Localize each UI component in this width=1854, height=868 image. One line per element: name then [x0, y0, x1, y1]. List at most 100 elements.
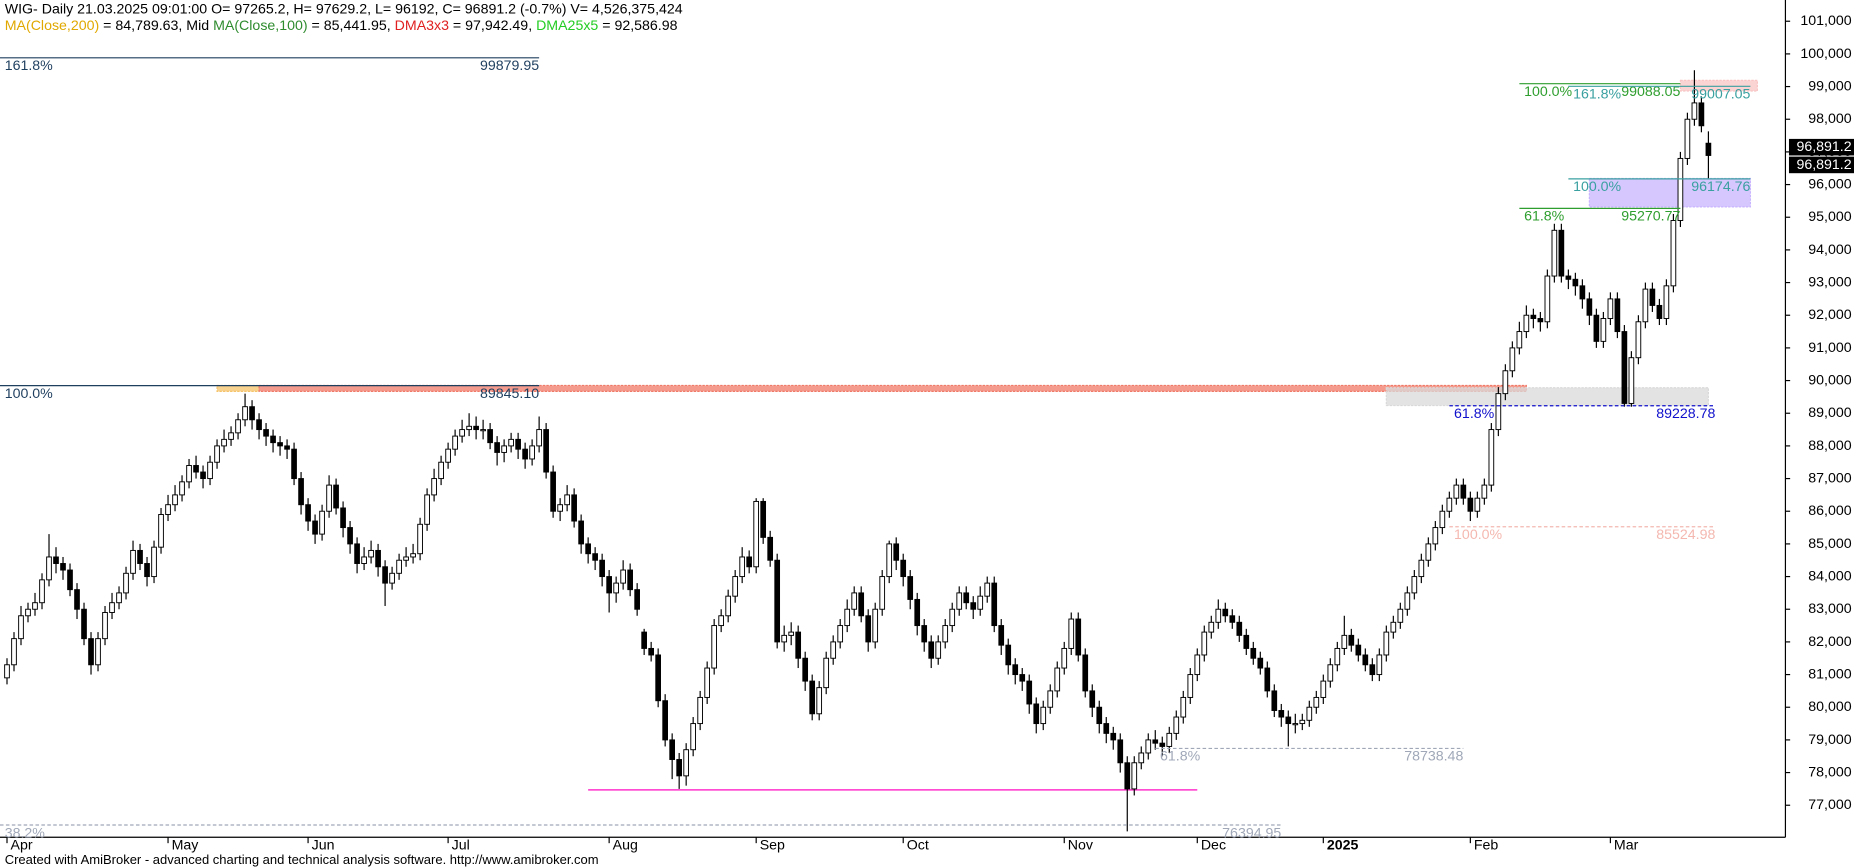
- candle-body: [32, 602, 38, 610]
- candle-body: [865, 615, 872, 643]
- candle-body: [480, 429, 486, 432]
- fib-value: 85524.98: [1656, 527, 1715, 543]
- fib-percent: 161.8%: [1573, 87, 1621, 103]
- y-tick-label: 99,000: [1808, 79, 1851, 95]
- fib-value: 89845.10: [480, 386, 539, 402]
- candle-body: [1159, 742, 1166, 747]
- candle-body: [662, 700, 668, 741]
- candle-body: [767, 536, 774, 561]
- candle-body: [382, 566, 388, 584]
- candle-body: [1313, 696, 1320, 708]
- candle-body: [1096, 706, 1103, 725]
- candle-body: [697, 696, 704, 725]
- candle-body: [732, 576, 739, 597]
- price-tag-label: 96,891.2: [1796, 157, 1851, 173]
- x-tick-label: Oct: [907, 838, 929, 854]
- candle-body: [508, 438, 514, 447]
- candle-body: [1481, 484, 1488, 499]
- fib-value: 96174.76: [1691, 179, 1750, 195]
- candle-body: [725, 595, 732, 617]
- candle-body: [473, 425, 479, 431]
- fib-percent: 61.8%: [1160, 749, 1201, 765]
- candle-body: [403, 556, 409, 561]
- candle-body: [942, 625, 949, 643]
- chart-title: WIG- Daily 21.03.2025 09:01:00 O= 97265.…: [5, 1, 683, 17]
- candle-body: [1040, 706, 1047, 725]
- candle-body: [1516, 331, 1523, 349]
- candle-body: [25, 608, 31, 617]
- y-tick-label: 80,000: [1808, 699, 1851, 715]
- candle-body: [564, 494, 570, 506]
- fib-value: 89228.78: [1656, 406, 1715, 422]
- candle-body: [1705, 142, 1712, 156]
- price-tag: [1788, 138, 1854, 156]
- indicator-value: = 97,942.49,: [449, 18, 536, 34]
- candle-body: [991, 582, 998, 627]
- candle-body: [158, 514, 164, 548]
- fib-percent: 61.8%: [1454, 406, 1495, 422]
- candle-body: [1327, 664, 1334, 682]
- candle-body: [844, 608, 851, 627]
- y-tick-label: 93,000: [1808, 275, 1851, 291]
- candle-body: [1565, 275, 1572, 280]
- candle-body: [1131, 762, 1138, 790]
- levels: 161.8% 99879.95 100.0% 89845.10 100.0% 99088.…: [0, 57, 1751, 841]
- y-tick-label: 87,000: [1808, 471, 1851, 487]
- y-tick-label: 86,000: [1808, 503, 1851, 519]
- candle-body: [1579, 285, 1586, 300]
- candle-body: [704, 667, 711, 698]
- y-tick-label: 83,000: [1808, 601, 1851, 617]
- candle-body: [312, 520, 318, 535]
- candle-body: [1502, 370, 1509, 395]
- candle-body: [935, 641, 942, 659]
- indicator-value: = 84,789.63,: [99, 18, 186, 34]
- candle-body: [620, 569, 626, 584]
- candle-body: [88, 638, 94, 666]
- candle-body: [1250, 647, 1257, 659]
- candle-body: [1089, 690, 1096, 708]
- fib-percent: 100.0%: [5, 386, 53, 402]
- candle-body: [1663, 285, 1670, 319]
- candle-body: [354, 543, 360, 564]
- candle-body: [585, 543, 591, 555]
- candle-body: [151, 546, 157, 578]
- candle-body: [501, 445, 507, 453]
- candle-body: [683, 749, 689, 777]
- candle-body: [837, 625, 844, 643]
- indicator-prefix: Mid: [186, 18, 213, 34]
- zone: [258, 384, 1527, 392]
- candle-body: [795, 631, 802, 659]
- candle-body: [886, 543, 893, 578]
- candle-body: [1523, 314, 1530, 333]
- candle-body: [1166, 732, 1173, 747]
- candle-body: [228, 432, 234, 440]
- y-tick-label: 82,000: [1808, 634, 1851, 650]
- candle-body: [1075, 618, 1082, 656]
- candle-body: [641, 631, 647, 649]
- candle-body: [60, 563, 66, 571]
- y-tick-label: 92,000: [1808, 307, 1851, 323]
- x-tick-label: Feb: [1474, 838, 1499, 854]
- x-tick-label: Mar: [1614, 838, 1639, 854]
- axes: 77,000 78,000 79,000 80,000 81,000 82,000 83,0…: [6, 13, 1854, 854]
- zone: [1588, 177, 1752, 208]
- candle-body: [1670, 220, 1677, 287]
- fib-percent: 100.0%: [1573, 179, 1621, 195]
- candle-body: [179, 481, 185, 496]
- candle-body: [1544, 275, 1551, 323]
- candle-body: [1642, 288, 1649, 323]
- candle-body: [1194, 654, 1201, 676]
- candle-body: [1215, 608, 1222, 623]
- candle-body: [1033, 703, 1040, 725]
- candle-body: [18, 615, 24, 640]
- candle-body: [809, 680, 816, 715]
- candle-body: [1180, 696, 1187, 718]
- fib-percent: 161.8%: [5, 58, 53, 74]
- candle-body: [270, 435, 276, 444]
- candle-body: [417, 523, 423, 555]
- candle-body: [235, 419, 241, 434]
- candle-body: [1117, 739, 1124, 764]
- indicator-name: DMA25x5: [536, 18, 598, 34]
- candle-body: [1439, 510, 1446, 529]
